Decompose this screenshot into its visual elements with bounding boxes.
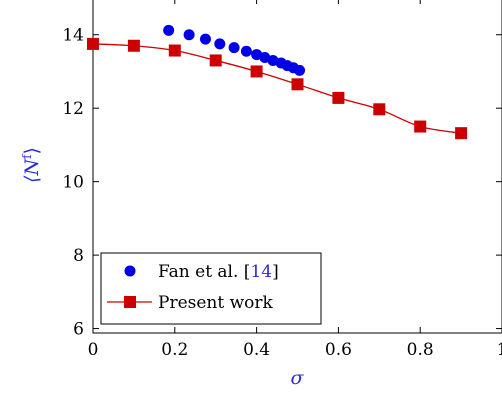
y-axis-label-close: ⟩ (21, 147, 43, 154)
x-tick-label: 0.6 (325, 340, 352, 360)
legend-label-fan-et-al-close: ] (272, 262, 279, 282)
legend-box (100, 252, 322, 325)
y-tick-label: 14 (62, 26, 84, 46)
x-axis-label: σ (291, 367, 305, 389)
series-markers (87, 24, 468, 140)
data-point-square (373, 103, 386, 116)
legend-marker-present-work (124, 296, 136, 308)
data-point-square (87, 37, 99, 50)
data-point-square (455, 127, 468, 140)
data-point-circle (199, 33, 211, 45)
y-tick-label: 10 (62, 173, 84, 193)
y-axis-label: ⟨Nf⟩ (20, 147, 43, 183)
data-point-circle (240, 45, 252, 57)
data-point-square (209, 54, 222, 67)
legend-label-fan-et-al-text: Fan et al. [ (158, 262, 250, 282)
legend-label-fan-et-al-ref: 14 (250, 262, 272, 282)
y-axis-label-main: ⟨N (21, 158, 43, 183)
x-axis-ticks: 0 0.2 0.4 0.6 0.8 1 (88, 0, 502, 360)
y-axis-label-superscript: f (20, 153, 34, 159)
plot-area-frame (92, 0, 502, 334)
data-point-square (250, 65, 263, 78)
y-tick-label: 8 (73, 246, 84, 266)
svg-text:⟨Nf⟩: ⟨Nf⟩ (20, 147, 43, 183)
data-point-circle (214, 38, 226, 50)
y-axis-ticks: 6 8 10 12 14 (62, 26, 502, 340)
data-point-square (168, 44, 181, 57)
data-point-circle (294, 64, 306, 76)
x-tick-label: 0.4 (243, 340, 270, 360)
x-tick-label: 1 (497, 340, 502, 360)
data-point-square (414, 120, 427, 133)
data-point-square (127, 39, 140, 52)
legend-label-present-work: Present work (158, 293, 274, 313)
legend-label-fan-et-al: Fan et al. [14] (158, 262, 279, 282)
series-lines (92, 43, 462, 134)
series-line-1 (92, 43, 462, 134)
x-tick-label: 0.8 (407, 340, 434, 360)
x-tick-label: 0.2 (161, 340, 188, 360)
legend: Fan et al. [14] Present work (100, 252, 322, 325)
data-point-square (291, 78, 304, 91)
data-point-circle (228, 42, 240, 54)
data-point-circle (163, 24, 175, 36)
data-point-circle (183, 29, 195, 41)
data-point-square (332, 91, 345, 104)
y-tick-label: 6 (73, 320, 84, 340)
legend-marker-fan-et-al (124, 265, 136, 277)
x-tick-label: 0 (88, 340, 99, 360)
y-tick-label: 12 (62, 99, 84, 119)
